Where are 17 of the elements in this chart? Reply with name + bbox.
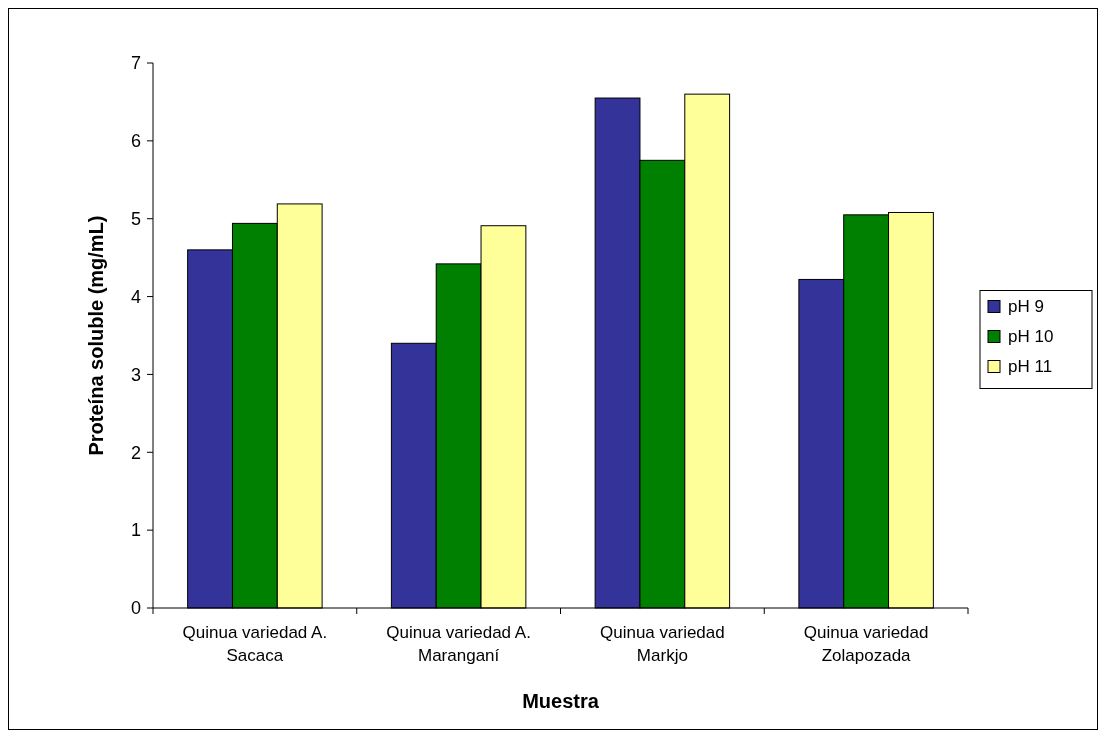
y-tick-label: 2 (130, 442, 141, 463)
x-tick-label: Quinua variedad Markjo (599, 623, 725, 665)
x-axis-title: Muestra (522, 690, 600, 712)
x-tick-label: Quinua variedad A. Sacaca (182, 623, 328, 665)
legend-label: pH 10 (1008, 327, 1054, 347)
x-tick-label: Quinua variedad Zolapozada (803, 623, 929, 665)
y-tick-label: 3 (130, 364, 141, 385)
legend-label: pH 11 (1008, 357, 1053, 377)
y-tick-label: 4 (130, 286, 141, 307)
y-tick-label: 1 (130, 520, 141, 541)
y-tick-label: 5 (130, 209, 141, 230)
legend-label: pH 9 (1008, 297, 1044, 317)
y-tick-label: 7 (130, 53, 141, 74)
y-tick-label: 0 (130, 598, 141, 619)
x-tick-label: Quinua variedad A. Maranganí (386, 623, 531, 665)
y-tick-label: 6 (130, 131, 141, 152)
y-axis-title: Proteína soluble (mg/mL) (85, 215, 107, 456)
